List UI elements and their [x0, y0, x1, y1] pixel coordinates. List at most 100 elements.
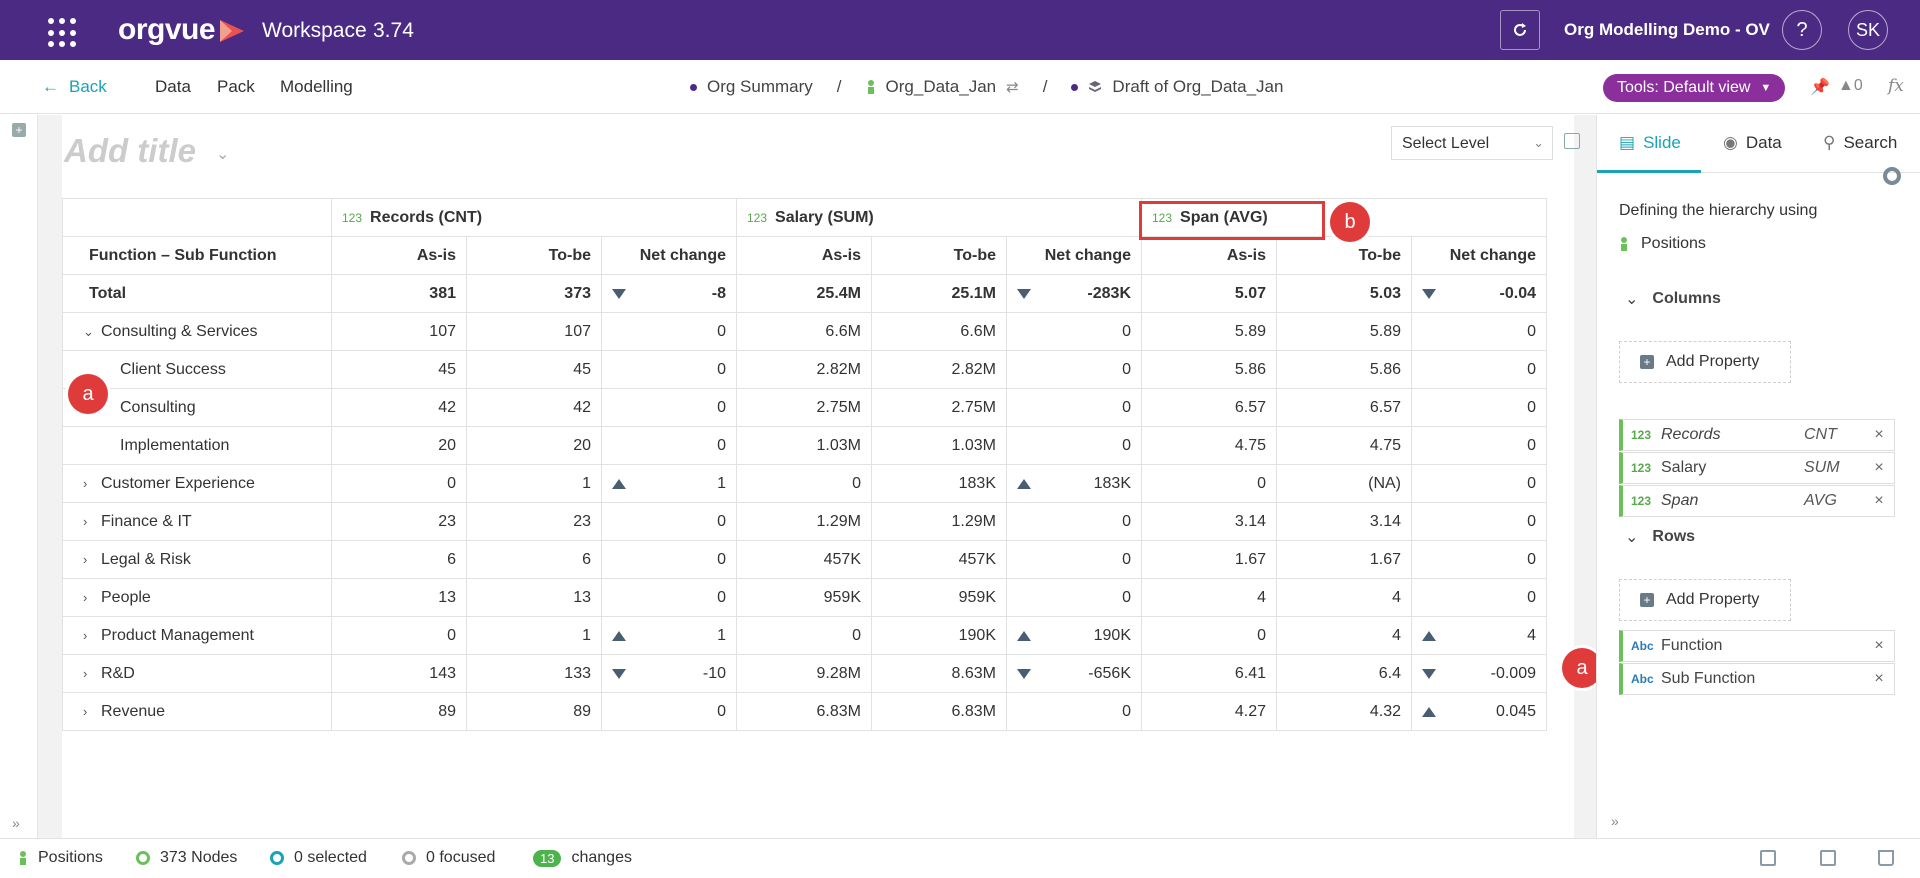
table-cell[interactable]: 183K — [871, 464, 1007, 503]
row-label-cell[interactable]: › Finance & IT — [62, 502, 332, 541]
table-cell[interactable]: 6.6M — [871, 312, 1007, 351]
duplicate-icon[interactable] — [1820, 850, 1836, 866]
sync-button[interactable] — [1500, 10, 1540, 50]
table-cell[interactable]: 381 — [331, 274, 467, 313]
table-cell[interactable]: 0 — [1411, 388, 1547, 427]
table-cell[interactable]: 959K — [871, 578, 1007, 617]
table-cell[interactable]: 0 — [1006, 692, 1142, 731]
table-row[interactable]: › Revenue 89 89 0 6.83M 6.83M 0 4.27 4.32 0.045 — [62, 692, 1547, 731]
table-cell[interactable]: 42 — [466, 388, 602, 427]
table-cell[interactable]: 89 — [466, 692, 602, 731]
table-cell[interactable]: 13 — [331, 578, 467, 617]
table-cell[interactable]: 959K — [736, 578, 872, 617]
select-level-dropdown[interactable]: Select Level ⌄ — [1391, 126, 1553, 160]
table-cell[interactable]: 0 — [331, 464, 467, 503]
tools-view-button[interactable]: Tools: Default view ▼ — [1603, 74, 1786, 102]
measure-header-records[interactable]: 123 Records (CNT) — [331, 198, 737, 237]
hierarchy-value[interactable]: Positions — [1619, 235, 1706, 253]
chevron-right-icon[interactable]: › — [83, 666, 88, 681]
add-column-property-button[interactable]: + Add Property — [1619, 341, 1791, 383]
table-cell[interactable]: 0.045 — [1411, 692, 1547, 731]
chevron-right-icon[interactable]: › — [83, 476, 88, 491]
table-cell[interactable]: 107 — [466, 312, 602, 351]
rows-section-header[interactable]: ⌄ Rows — [1625, 527, 1695, 547]
table-row[interactable]: › People 13 13 0 959K 959K 0 4 4 0 — [62, 578, 1547, 617]
row-label-cell[interactable]: › R&D — [62, 654, 332, 693]
table-row[interactable]: Consulting 42 42 0 2.75M 2.75M 0 6.57 6.57 0 — [62, 388, 1547, 427]
table-cell[interactable]: 0 — [1141, 616, 1277, 655]
table-cell[interactable]: 5.86 — [1276, 350, 1412, 389]
table-cell[interactable]: 42 — [331, 388, 467, 427]
add-node-icon[interactable] — [1760, 850, 1776, 866]
slide-title-input[interactable]: Add title — [64, 132, 196, 169]
table-cell[interactable]: 0 — [1006, 426, 1142, 465]
close-icon[interactable]: × — [1874, 426, 1884, 443]
row-label-cell[interactable]: Implementation — [62, 426, 332, 465]
nav-item-data[interactable]: Data — [155, 77, 191, 96]
person-count[interactable]: ▲0 — [1838, 77, 1863, 95]
table-cell[interactable]: 107 — [331, 312, 467, 351]
column-header[interactable]: Net change — [601, 236, 737, 275]
status-selected[interactable]: 0 selected — [270, 849, 367, 867]
table-cell[interactable]: 5.03 — [1276, 274, 1412, 313]
table-cell[interactable]: (NA) — [1276, 464, 1412, 503]
table-cell[interactable]: 373 — [466, 274, 602, 313]
table-cell[interactable]: 190K — [1006, 616, 1142, 655]
table-cell[interactable]: -8 — [601, 274, 737, 313]
row-label-cell[interactable]: ⌄ Consulting & Services — [62, 312, 332, 351]
export-icon[interactable] — [1564, 133, 1580, 149]
columns-section-header[interactable]: ⌄ Columns — [1625, 289, 1721, 309]
table-cell[interactable]: 3.14 — [1141, 502, 1277, 541]
column-header[interactable]: As-is — [331, 236, 467, 275]
expand-right-icon[interactable]: » — [1611, 813, 1619, 829]
tab-search[interactable]: ⚲ Search — [1823, 133, 1897, 153]
app-grid-icon[interactable] — [48, 18, 80, 48]
expand-left-icon[interactable]: » — [12, 815, 20, 831]
table-cell[interactable]: 457K — [871, 540, 1007, 579]
table-cell[interactable]: 4.32 — [1276, 692, 1412, 731]
table-cell[interactable]: 0 — [601, 578, 737, 617]
brand-logo[interactable]: orgvue — [118, 13, 216, 46]
table-cell[interactable]: 6.57 — [1276, 388, 1412, 427]
column-header[interactable]: To-be — [871, 236, 1007, 275]
table-cell[interactable]: 4 — [1141, 578, 1277, 617]
table-cell[interactable]: 457K — [736, 540, 872, 579]
table-cell[interactable]: 0 — [601, 502, 737, 541]
table-cell[interactable]: 0 — [601, 426, 737, 465]
close-icon[interactable]: × — [1874, 637, 1884, 654]
table-cell[interactable]: 23 — [331, 502, 467, 541]
breadcrumb-dataset[interactable]: Org_Data_Jan — [885, 77, 997, 96]
row-property-function[interactable]: Abc Function × — [1619, 630, 1895, 662]
close-icon[interactable]: × — [1874, 670, 1884, 687]
table-cell[interactable]: 0 — [1411, 350, 1547, 389]
table-cell[interactable]: 89 — [331, 692, 467, 731]
table-cell[interactable]: 1.03M — [871, 426, 1007, 465]
table-cell[interactable]: 0 — [601, 350, 737, 389]
table-cell[interactable]: 0 — [1411, 578, 1547, 617]
table-cell[interactable]: 3.14 — [1276, 502, 1412, 541]
row-label-cell[interactable]: › Revenue — [62, 692, 332, 731]
chevron-right-icon[interactable]: › — [83, 590, 88, 605]
table-cell[interactable]: 6.57 — [1141, 388, 1277, 427]
table-cell[interactable]: 190K — [871, 616, 1007, 655]
breadcrumb-draft[interactable]: Draft of Org_Data_Jan — [1112, 77, 1284, 96]
table-cell[interactable]: 45 — [466, 350, 602, 389]
table-cell[interactable]: 6.4 — [1276, 654, 1412, 693]
table-cell[interactable]: 0 — [1006, 350, 1142, 389]
column-header[interactable]: To-be — [1276, 236, 1412, 275]
table-cell[interactable]: -0.04 — [1411, 274, 1547, 313]
tab-data[interactable]: ◉ Data — [1723, 133, 1782, 153]
table-cell[interactable]: 23 — [466, 502, 602, 541]
chevron-right-icon[interactable]: › — [83, 552, 88, 567]
row-label-cell[interactable]: › People — [62, 578, 332, 617]
close-icon[interactable]: × — [1874, 492, 1884, 509]
table-cell[interactable]: 9.28M — [736, 654, 872, 693]
table-cell[interactable]: 1.67 — [1276, 540, 1412, 579]
table-cell[interactable]: 0 — [1141, 464, 1277, 503]
chevron-right-icon[interactable]: › — [83, 628, 88, 643]
table-row[interactable]: Implementation 20 20 0 1.03M 1.03M 0 4.75 4.75 0 — [62, 426, 1547, 465]
table-cell[interactable]: 0 — [736, 616, 872, 655]
table-cell[interactable]: 4.75 — [1141, 426, 1277, 465]
table-cell[interactable]: 25.1M — [871, 274, 1007, 313]
row-label-cell[interactable]: › Product Management — [62, 616, 332, 655]
